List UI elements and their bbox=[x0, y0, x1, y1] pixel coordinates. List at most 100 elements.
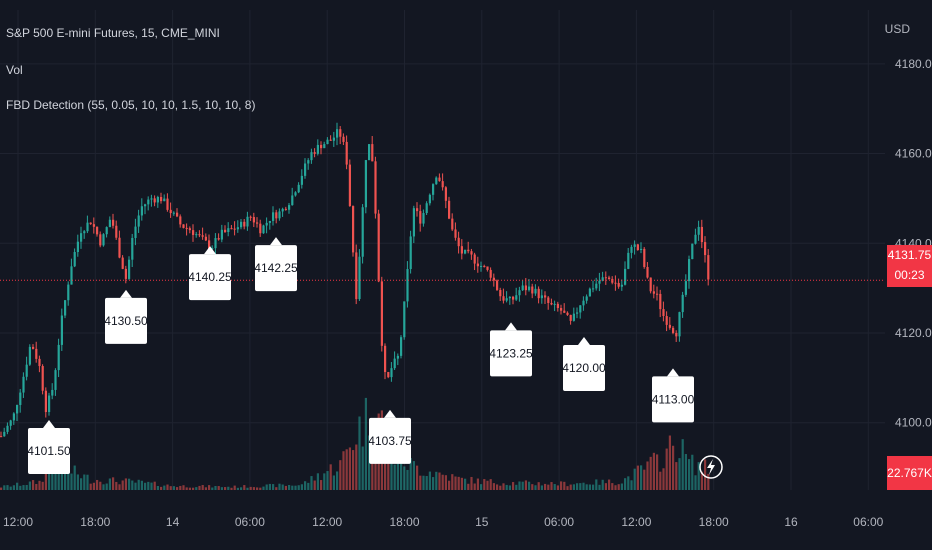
volume-bar bbox=[566, 486, 569, 490]
volume-bar bbox=[41, 481, 44, 490]
candle-body bbox=[630, 246, 633, 253]
tv-logo-icon[interactable] bbox=[699, 455, 723, 479]
time-tick-label: 12:00 bbox=[3, 515, 33, 529]
candle-body bbox=[182, 224, 185, 228]
candle-body bbox=[620, 284, 623, 287]
volume-bar bbox=[128, 478, 131, 490]
candle-body bbox=[697, 226, 700, 235]
time-tick-label: 15 bbox=[475, 515, 489, 529]
candle-body bbox=[476, 263, 479, 267]
currency-label[interactable]: USD bbox=[884, 22, 910, 36]
candle-body bbox=[451, 218, 454, 230]
price-marker-label[interactable]: 4120.00 bbox=[562, 336, 606, 391]
volume-bar bbox=[70, 473, 73, 490]
candle-body bbox=[540, 295, 543, 299]
volume-bar bbox=[636, 465, 639, 490]
candle-body bbox=[364, 160, 367, 208]
volume-bar bbox=[582, 482, 585, 490]
volume-bar bbox=[624, 478, 627, 490]
volume-bar bbox=[508, 485, 511, 490]
price-marker-label[interactable]: 4123.25 bbox=[489, 322, 533, 377]
volume-bar bbox=[147, 481, 150, 490]
candle-body bbox=[576, 312, 579, 314]
candle-body bbox=[313, 152, 316, 154]
volume-bar bbox=[188, 487, 191, 490]
volume-bar bbox=[272, 484, 275, 490]
candle-body bbox=[480, 265, 483, 267]
volume-bar bbox=[246, 487, 249, 490]
volume-bar bbox=[576, 483, 579, 490]
volume-bar bbox=[236, 487, 239, 490]
volume-bar bbox=[572, 484, 575, 490]
candle-body bbox=[681, 294, 684, 313]
volume-bar bbox=[665, 448, 668, 490]
candle-body bbox=[521, 285, 524, 291]
volume-bar bbox=[192, 487, 195, 490]
price-marker-label[interactable]: 4130.50 bbox=[104, 289, 148, 344]
volume-bar bbox=[617, 484, 620, 490]
volume-bar bbox=[291, 485, 294, 490]
candle-body bbox=[355, 252, 358, 300]
candle-body bbox=[54, 370, 57, 390]
candle-body bbox=[460, 246, 463, 254]
price-marker-label[interactable]: 4113.00 bbox=[652, 368, 695, 423]
fbd-indicator-label[interactable]: FBD Detection (55, 0.05, 10, 10, 1.5, 10… bbox=[6, 98, 256, 112]
price-marker-label[interactable]: 4140.25 bbox=[188, 246, 232, 301]
volume-bar bbox=[73, 465, 76, 490]
candle-body bbox=[67, 284, 70, 301]
candle-body bbox=[176, 212, 179, 217]
volume-bar bbox=[601, 479, 604, 490]
marker-box bbox=[28, 427, 70, 474]
volume-bar bbox=[310, 476, 313, 490]
candle-body bbox=[358, 256, 361, 300]
symbol-title[interactable]: S&P 500 E-mini Futures, 15, CME_MINI bbox=[6, 26, 220, 40]
candle-body bbox=[115, 225, 118, 238]
price-axis[interactable]: 4100.004120.004140.004160.004180.00 bbox=[895, 57, 932, 430]
volume-bar bbox=[620, 483, 623, 490]
time-axis[interactable]: 12:00 18:00 14 06:00 12:00 18:00 15 06:00 12:00 1… bbox=[3, 515, 884, 529]
candle-body bbox=[12, 413, 15, 421]
volume-bar bbox=[121, 480, 124, 490]
marker-pointer bbox=[120, 289, 132, 298]
candle-body bbox=[291, 195, 294, 206]
volume-bar bbox=[12, 485, 15, 490]
marker-price-text: 4101.50 bbox=[27, 444, 71, 458]
volume-bar bbox=[444, 475, 447, 490]
volume-bar bbox=[300, 484, 303, 490]
candle-body bbox=[425, 203, 428, 214]
volume-bar bbox=[89, 483, 92, 490]
volume-bar bbox=[156, 485, 159, 490]
volume-bar bbox=[185, 487, 188, 490]
marker-box bbox=[189, 254, 231, 301]
candle-body bbox=[528, 286, 531, 291]
volume-bar bbox=[700, 471, 703, 490]
volume-bar bbox=[412, 461, 415, 490]
candle-body bbox=[409, 236, 412, 270]
volume-bar bbox=[195, 487, 198, 490]
time-tick-label: 06:00 bbox=[235, 515, 265, 529]
candle-body bbox=[60, 315, 63, 345]
candle-body bbox=[592, 288, 595, 290]
candle-body bbox=[553, 303, 556, 305]
marker-price-text: 4142.25 bbox=[254, 261, 298, 275]
price-marker-label[interactable]: 4103.75 bbox=[368, 409, 412, 464]
volume-bar bbox=[9, 486, 12, 490]
candle-body bbox=[342, 136, 345, 142]
price-marker-label[interactable]: 4142.25 bbox=[254, 237, 298, 292]
volume-bar bbox=[137, 479, 140, 490]
candle-body bbox=[179, 216, 182, 225]
candle-body bbox=[150, 198, 153, 200]
candle-body bbox=[16, 404, 19, 414]
candle-body bbox=[246, 216, 249, 227]
candle-body bbox=[643, 248, 646, 267]
candle-body bbox=[544, 295, 547, 298]
volume-bar bbox=[240, 487, 243, 490]
volume-bar bbox=[16, 482, 19, 490]
candle-body bbox=[329, 139, 332, 141]
volume-bar bbox=[243, 485, 246, 490]
price-marker-label[interactable]: 4101.50 bbox=[27, 419, 71, 474]
last-price-value: 4131.75 bbox=[887, 248, 932, 262]
volume-indicator-label[interactable]: Vol bbox=[6, 63, 23, 77]
volume-bar bbox=[64, 463, 67, 490]
